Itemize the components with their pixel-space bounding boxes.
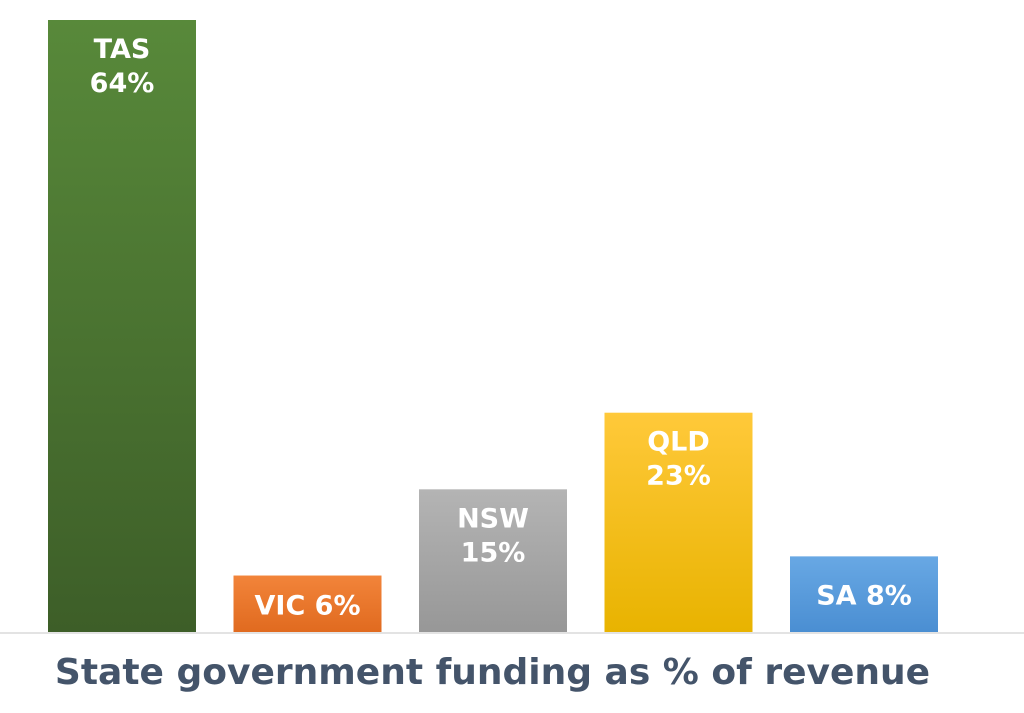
bar-qld <box>604 412 753 633</box>
labels-layer: TAS 64% VIC 6% NSW 15% QLD 23% SA 8% <box>90 34 912 621</box>
data-label-qld: QLD 23% <box>646 427 711 492</box>
category-label-nsw: NSW <box>457 503 529 534</box>
bar-vic <box>233 575 382 633</box>
data-label-nsw: NSW 15% <box>457 503 529 568</box>
bar-sa <box>790 556 938 633</box>
data-label-tas: TAS 64% <box>90 34 155 99</box>
bar-nsw <box>419 489 567 633</box>
category-label-tas: TAS <box>94 34 151 65</box>
data-label-vic: VIC 6% <box>255 590 361 621</box>
bars-layer <box>48 20 938 633</box>
chart-title: State government funding as % of revenue <box>54 652 931 693</box>
category-label-qld: QLD <box>647 427 710 458</box>
value-label-tas: 64% <box>90 68 155 99</box>
value-label-qld: 23% <box>646 461 711 492</box>
bar-tas <box>48 20 196 633</box>
value-label-nsw: 15% <box>461 537 526 568</box>
bar-chart-plot: TAS 64% VIC 6% NSW 15% QLD 23% SA 8% <box>0 20 1024 634</box>
data-label-sa: SA 8% <box>816 581 912 612</box>
